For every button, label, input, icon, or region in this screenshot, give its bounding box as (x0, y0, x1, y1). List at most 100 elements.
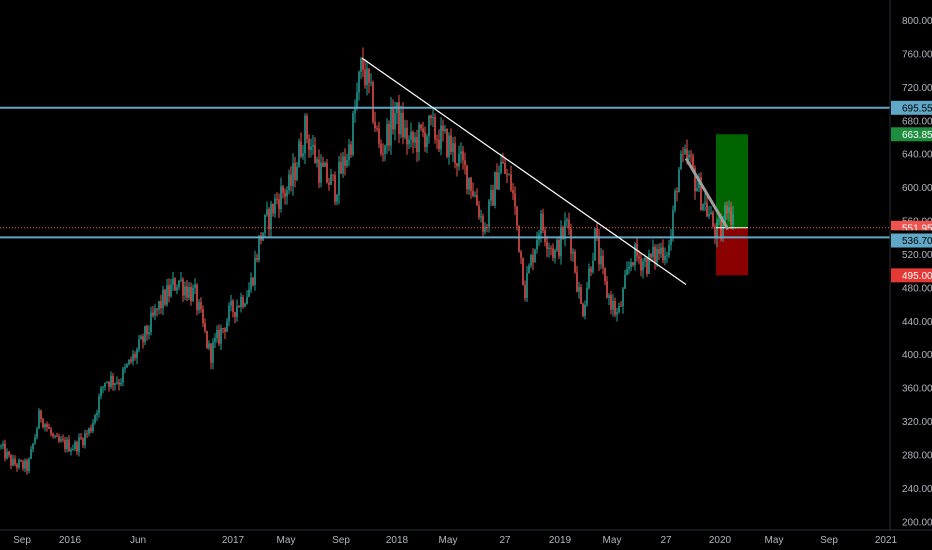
candle-body (604, 267, 606, 281)
candle-body (78, 437, 80, 452)
candle-body (302, 153, 304, 157)
candle-body (248, 289, 250, 297)
candle-body (230, 300, 232, 306)
candle-body (308, 138, 310, 150)
candle-body (216, 330, 218, 339)
candle-body (88, 428, 90, 434)
candle-body (684, 149, 686, 154)
candle-body (318, 159, 320, 183)
candle-body (76, 442, 78, 452)
candle-body (104, 382, 106, 387)
candle-body (392, 106, 394, 130)
candle-body (404, 127, 406, 138)
candle-body (138, 339, 140, 350)
candle-body (68, 439, 70, 452)
candle-body (128, 359, 130, 365)
candle-body (640, 258, 642, 271)
candle-body (616, 312, 618, 315)
candle-body (218, 330, 220, 344)
candle-body (72, 448, 74, 450)
candle-body (622, 288, 624, 307)
candle-body (692, 156, 694, 168)
x-tick-label: 2019 (549, 535, 572, 546)
candle-body (430, 115, 432, 119)
x-tick-label: May (603, 535, 622, 546)
candle-body (4, 443, 6, 459)
target-zone[interactable] (716, 134, 748, 228)
candle-body (508, 174, 510, 176)
candle-body (2, 443, 4, 446)
candle-body (630, 262, 632, 267)
candle-body (702, 203, 704, 210)
candle-body (192, 287, 194, 302)
candle-body (682, 153, 684, 155)
candle-body (126, 364, 128, 368)
candle-body (528, 265, 530, 274)
candle-body (612, 301, 614, 310)
candle-body (84, 433, 86, 446)
candle-body (326, 162, 328, 183)
time-axis[interactable]: Sep 2016 Jun 2017 May Sep 2018 May 27 2019 May 27 20… (13, 535, 897, 546)
candle-body (220, 328, 222, 344)
candle-body (164, 289, 166, 305)
candle-body (342, 156, 344, 174)
candle-body (122, 368, 124, 383)
candle-body (562, 227, 564, 239)
candle-body (124, 367, 126, 369)
candle-body (322, 162, 324, 167)
candle-body (544, 230, 546, 242)
candle-body (628, 266, 630, 270)
candle-body (214, 338, 216, 343)
candle-body (594, 228, 596, 261)
candle-body (598, 237, 600, 265)
candle-body (202, 309, 204, 324)
candle-body (268, 209, 270, 230)
candle-body (118, 382, 120, 385)
price-badge-label: 695.55 (902, 103, 932, 114)
candle-body (196, 284, 198, 311)
candle-body (582, 303, 584, 316)
candle-body (426, 136, 428, 148)
recent-downtrend-trendline[interactable] (684, 157, 730, 231)
candle-body (198, 302, 200, 311)
candle-body (74, 442, 76, 449)
candle-body (730, 207, 732, 225)
candle-body (554, 250, 556, 258)
candle-body (228, 305, 230, 322)
price-badge-label: 495.00 (902, 271, 932, 282)
candle-body (726, 205, 728, 213)
candle-body (664, 255, 666, 261)
candle-body (144, 325, 146, 343)
candle-body (526, 273, 528, 298)
candle-body (706, 202, 708, 217)
candle-body (666, 255, 668, 257)
candle-body (546, 241, 548, 249)
candle-body (520, 251, 522, 258)
candle-body (338, 161, 340, 196)
candle-body (502, 162, 504, 164)
candle-body (516, 206, 518, 226)
candle-body (712, 212, 714, 227)
candle-body (590, 268, 592, 272)
candle-body (406, 127, 408, 145)
main-downtrend-trendline[interactable] (361, 57, 687, 286)
candle-body (362, 58, 364, 70)
candle-body (42, 419, 44, 428)
candle-body (134, 354, 136, 358)
candle-body (432, 117, 434, 119)
candle-body (8, 451, 10, 456)
candle-body (714, 226, 716, 239)
candle-body (642, 261, 644, 271)
candle-body (354, 108, 356, 114)
candle-body (728, 207, 730, 213)
candle-body (112, 375, 114, 386)
candle-body (274, 198, 276, 214)
candle-body (504, 162, 506, 175)
candle-body (6, 451, 8, 459)
candle-body (206, 330, 208, 348)
candle-body (416, 137, 418, 152)
candle-body (428, 115, 430, 137)
candle-body (442, 125, 444, 132)
candle-body (602, 255, 604, 268)
